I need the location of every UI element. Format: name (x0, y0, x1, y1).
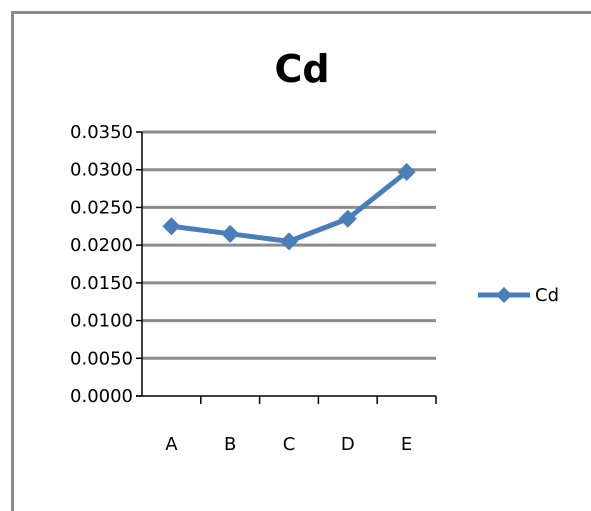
legend-diamond-marker (496, 287, 512, 303)
legend-label-cd: Cd (535, 285, 559, 306)
y-tick-label: 0.0250 (70, 197, 133, 218)
data-point-marker (280, 232, 298, 251)
data-point-marker (221, 224, 240, 243)
chart-title: Cd (274, 47, 329, 91)
y-tick-label: 0.0200 (70, 235, 133, 256)
data-point-marker (338, 209, 357, 228)
legend: Cd (478, 285, 559, 306)
gridlines (142, 130, 436, 360)
x-tick-label: B (224, 434, 236, 455)
y-tick-label: 0.0100 (70, 311, 133, 332)
y-tick-label: 0.0300 (70, 160, 133, 181)
y-tick-label: 0.0000 (70, 386, 133, 407)
x-tick-label: D (341, 434, 355, 455)
chart-frame (11, 11, 591, 511)
axes (136, 132, 436, 397)
x-tick-label: C (283, 434, 296, 455)
data-point-marker (162, 217, 181, 236)
x-axis-ticks: A B C D E (165, 396, 437, 455)
x-tick-label: E (401, 434, 412, 455)
data-point-marker (397, 162, 416, 181)
line-chart: Cd 0.03500.03000.02500.02000.01500.01000… (70, 47, 559, 455)
x-tick-label: A (165, 434, 178, 455)
y-axis-ticks: 0.0350 0.0300 0.0250 0.0200 0.0150 0.0100 0.00… (70, 122, 142, 407)
series-cd (162, 162, 416, 251)
y-tick-label: 0.0050 (70, 348, 133, 369)
y-tick-label: 0.0350 (70, 122, 133, 143)
y-tick-label: 0.0150 (70, 273, 133, 294)
